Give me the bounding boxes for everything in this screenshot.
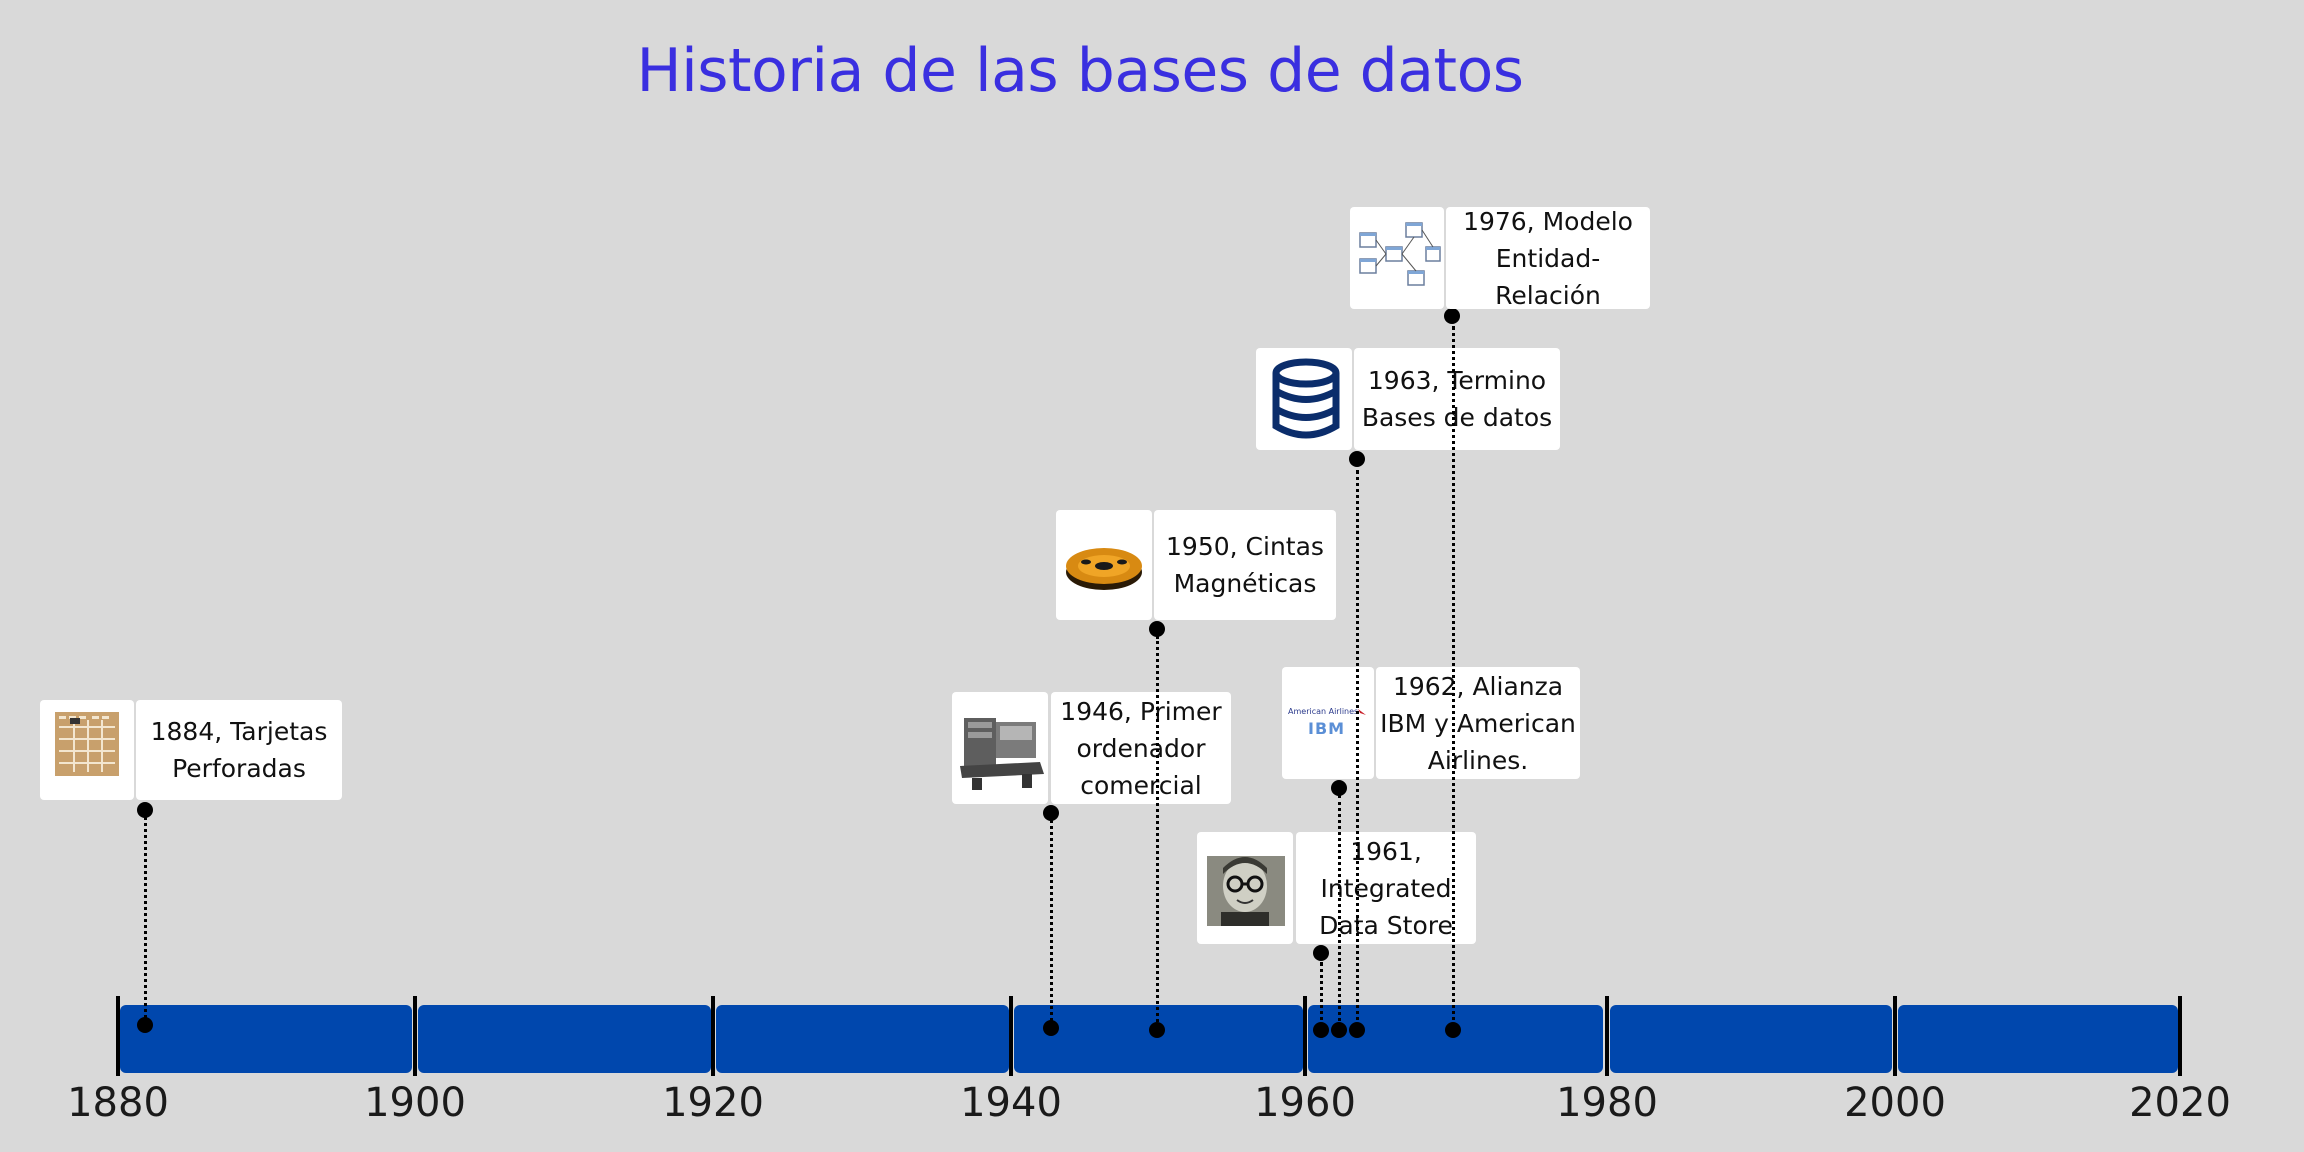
axis-marker (1445, 1022, 1461, 1038)
axis-tick (1009, 996, 1013, 1076)
database-cylinder-icon (1272, 358, 1340, 439)
event-label-card: 1961, Integrated Data Store (1296, 832, 1476, 944)
ibm-logo-text: IBM (1308, 719, 1346, 738)
event-label-line: 1946, Primer (1060, 696, 1222, 726)
event-image-card (1056, 510, 1152, 620)
timeline-segment (120, 1005, 412, 1073)
timeline-segment (1898, 1005, 2178, 1073)
event-marker (1313, 945, 1329, 961)
axis-marker (1331, 1022, 1347, 1038)
eagle-mark-icon (1358, 709, 1366, 715)
axis-year-label: 2000 (1844, 1080, 1946, 1126)
connector-line (1338, 795, 1341, 1028)
mainframe-computer-icon (960, 718, 1044, 790)
axis-marker (1149, 1022, 1165, 1038)
event-label-line: Perforadas (172, 754, 306, 783)
event-marker (1149, 621, 1165, 637)
axis-tick (413, 996, 417, 1076)
axis-marker (1349, 1022, 1365, 1038)
axis-tick (1893, 996, 1897, 1076)
event-label-line: Airlines. (1427, 745, 1529, 775)
event-label-line: 1961, (1350, 836, 1422, 866)
axis-year-label: 1880 (67, 1080, 169, 1126)
magnetic-tape-reel-icon (1066, 548, 1142, 590)
connector-line (1156, 636, 1159, 1028)
event-marker (1349, 451, 1365, 467)
axis-year-label: 2020 (2129, 1080, 2231, 1126)
event-image-card: American Airlines IBM (1282, 667, 1374, 779)
event-label-line: Entidad-Relación (1495, 243, 1601, 310)
axis-tick (2178, 996, 2182, 1076)
event-label-line: Integrated (1320, 873, 1452, 903)
axis-year-label: 1940 (960, 1080, 1062, 1126)
axis-year-label: 1980 (1556, 1080, 1658, 1126)
event-label-line: 1976, Modelo (1463, 206, 1633, 236)
timeline-segment (418, 1005, 711, 1073)
event-label-card: 1884, Tarjetas Perforadas (136, 700, 342, 800)
axis-tick (116, 996, 120, 1076)
event-image-card (1350, 207, 1444, 309)
axis-marker (1313, 1022, 1329, 1038)
event-marker (1444, 308, 1460, 324)
axis-marker (137, 1017, 153, 1033)
event-label-card: 1946, Primer ordenador comercial (1051, 692, 1231, 804)
event-marker (137, 802, 153, 818)
event-marker (1331, 780, 1347, 796)
timeline-segment (716, 1005, 1009, 1073)
page-title: Historia de las bases de datos (636, 36, 1524, 106)
american-airlines-ibm-logo-icon: American Airlines (1288, 707, 1359, 716)
connector-line (144, 810, 147, 1024)
punched-card-icon (55, 712, 119, 776)
event-label-line: comercial (1080, 770, 1202, 800)
connector-line (1356, 470, 1359, 1028)
connector-line (1452, 326, 1455, 1028)
axis-tick (711, 996, 715, 1076)
event-image-card (1197, 832, 1293, 944)
axis-tick (1303, 996, 1307, 1076)
event-label-card: 1950, Cintas Magnéticas (1154, 510, 1336, 620)
event-label-line: 1963, Termino (1367, 366, 1547, 395)
axis-marker (1043, 1020, 1059, 1036)
event-label-card: 1976, Modelo Entidad-Relación (1446, 207, 1650, 310)
er-diagram-icon (1359, 222, 1441, 286)
event-label-line: 1950, Cintas (1166, 532, 1324, 561)
event-image-card (952, 692, 1048, 804)
event-label-card: 1962, Alianza IBM y American Airlines. (1376, 667, 1580, 779)
event-label-line: ordenador (1076, 733, 1206, 763)
event-label-line: 1962, Alianza (1392, 671, 1564, 701)
connector-line (1320, 962, 1323, 1028)
axis-tick (1605, 996, 1609, 1076)
event-label-line: Magnéticas (1173, 569, 1317, 598)
event-label-line: Data Store (1319, 910, 1453, 940)
connector-line (1050, 813, 1053, 1027)
timeline-segment (1308, 1005, 1603, 1073)
axis-year-label: 1920 (662, 1080, 764, 1126)
axis-year-label: 1960 (1254, 1080, 1356, 1126)
timeline-segment (1610, 1005, 1892, 1073)
event-label-line: IBM y American (1380, 708, 1576, 738)
event-image-card (1256, 348, 1352, 450)
event-label-line: Bases de datos (1361, 403, 1553, 432)
axis-year-label: 1900 (364, 1080, 466, 1126)
event-label-line: 1884, Tarjetas (150, 717, 328, 746)
portrait-photo-icon (1207, 856, 1285, 926)
event-label-card: 1963, Termino Bases de datos (1354, 348, 1560, 450)
event-marker (1043, 805, 1059, 821)
event-image-card (40, 700, 134, 800)
